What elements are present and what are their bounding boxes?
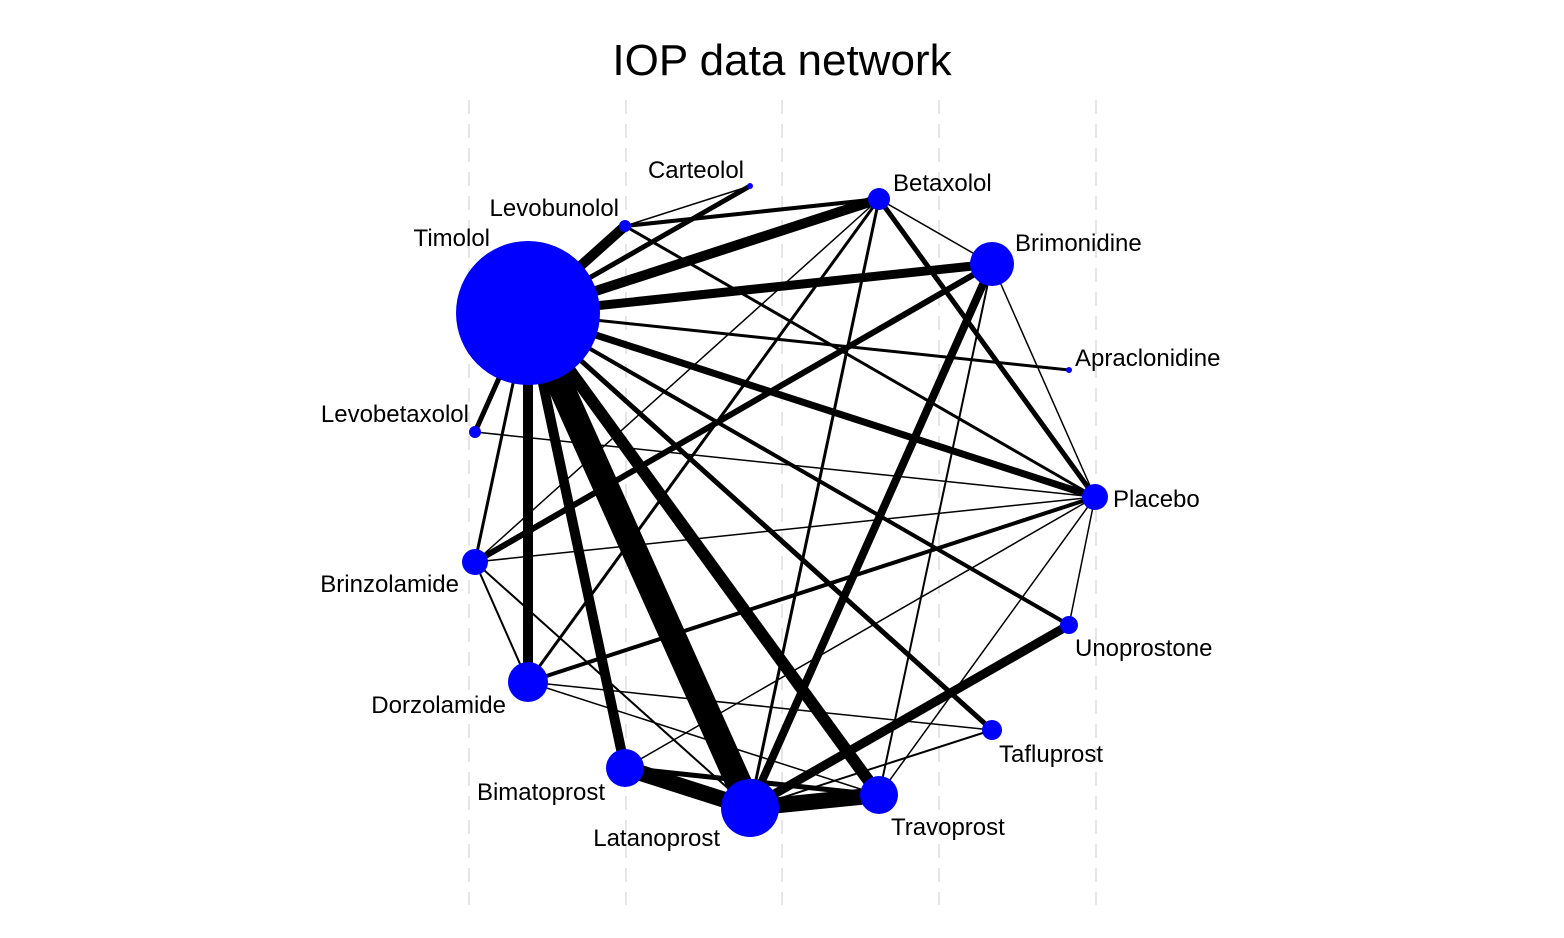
node-label-bimatoprost: Bimatoprost [477,779,605,806]
node-label-carteolol: Carteolol [648,157,744,184]
edge-levobetaxolol-placebo [474,431,1096,498]
edge-unoprostone-placebo [1068,496,1096,626]
node-betaxolol [868,188,890,210]
node-label-brinzolamide: Brinzolamide [320,571,459,598]
node-placebo [1082,484,1108,510]
edge-brimonidine-brinzolamide [473,261,994,565]
edge-timolol-apraclonidine [527,311,1070,372]
edge-brinzolamide-placebo [474,496,1096,563]
edge-timolol-brimonidine [527,259,993,318]
node-timolol [456,241,600,385]
node-label-placebo: Placebo [1113,486,1200,513]
node-label-betaxolol: Betaxolol [893,170,992,197]
edge-latanoprost-brinzolamide [474,561,751,809]
node-label-dorzolamide: Dorzolamide [371,692,506,719]
node-label-brimonidine: Brimonidine [1015,230,1142,257]
edge-betaxolol-dorzolamide [526,198,881,683]
node-unoprostone [1060,616,1078,634]
node-brimonidine [970,242,1014,286]
node-label-travoprost: Travoprost [891,814,1005,841]
edge-betaxolol-placebo [876,197,1098,499]
edge-timolol-placebo [526,309,1097,501]
edge-latanoprost-unoprostone [747,621,1072,812]
edge-timolol-tafluprost [526,311,994,732]
node-brinzolamide [462,549,488,575]
node-tafluprost [982,720,1002,740]
node-carteolol [747,183,753,189]
chart-title: IOP data network [612,36,952,85]
node-apraclonidine [1066,367,1072,373]
node-bimatoprost [606,749,644,787]
edge-latanoprost-tafluprost [749,729,993,809]
node-travoprost [860,776,898,814]
node-dorzolamide [508,662,548,702]
node-label-unoprostone: Unoprostone [1075,635,1212,662]
edge-dorzolamide-tafluprost [527,681,993,731]
edge-latanoprost-brimonidine [746,262,996,810]
edge-levobunolol-placebo [624,224,1096,499]
node-levobetaxolol [469,426,481,438]
node-label-levobetaxolol: Levobetaxolol [321,401,469,428]
edge-levobunolol-carteolol [624,185,751,227]
node-label-levobunolol: Levobunolol [490,195,619,222]
edge-bimatoprost-placebo [624,496,1096,769]
edge-travoprost-placebo [878,496,1096,796]
edge-dorzolamide-placebo [527,495,1096,684]
edge-brimonidine-placebo [991,263,1096,498]
node-levobunolol [619,220,631,232]
label-layer: Timolol Carteolol Levobunolol Betaxolol Brim… [320,157,1220,852]
node-latanoprost [721,779,779,837]
edge-timolol-unoprostone [527,311,1070,627]
edge-timolol-bimatoprost [523,311,630,770]
node-layer [456,183,1108,837]
edge-travoprost-brimonidine [878,263,993,796]
node-label-timolol: Timolol [414,225,490,252]
edge-timolol-latanoprost [516,307,762,814]
node-label-apraclonidine: Apraclonidine [1075,345,1220,372]
edge-betaxolol-brinzolamide [474,198,880,563]
edge-dorzolamide-brinzolamide [474,561,529,683]
node-label-latanoprost: Latanoprost [593,825,720,852]
edge-betaxolol-levobunolol [624,197,880,228]
node-label-tafluprost: Tafluprost [999,741,1103,768]
edge-travoprost-dorzolamide [527,681,880,796]
edge-timolol-travoprost [523,309,884,799]
